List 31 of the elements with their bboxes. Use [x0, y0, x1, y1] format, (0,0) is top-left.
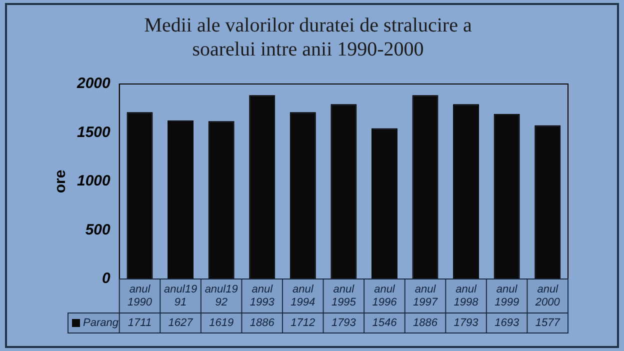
x-tick-label: anul 1998: [454, 284, 480, 309]
text: soarelui intre anii 1990-2000: [192, 38, 424, 60]
x-tick-label: anul 1996: [372, 284, 398, 309]
x-tick-label: anul 1993: [250, 284, 276, 309]
data-label: 1793: [454, 317, 480, 330]
data-label: 1577: [535, 317, 561, 330]
x-tick-label: anul1992: [204, 284, 238, 309]
x-tick-label: anul 1997: [413, 284, 438, 309]
y-tick-label: 1500: [76, 124, 112, 141]
x-tick-label: anul 1994: [290, 284, 316, 309]
x-tick-label: anul 1999: [494, 284, 520, 309]
data-label: 1546: [372, 317, 398, 330]
y-tick-label: 2000: [76, 75, 112, 92]
text: Medii ale valorilor duratei de stralucire a: [144, 14, 472, 36]
data-label: 1712: [290, 317, 316, 330]
x-tick-label: anul 2000: [534, 284, 561, 309]
data-label: 1886: [413, 317, 438, 330]
data-label: 1886: [250, 317, 276, 330]
x-tick-label: anul 1995: [331, 284, 357, 309]
y-tick-label: 0: [102, 270, 112, 288]
x-tick-label: anul 1990: [128, 284, 153, 309]
y-tick-label: 500: [85, 221, 112, 238]
y-axis-title: ore: [52, 170, 70, 194]
y-tick-label: 1000: [76, 172, 112, 190]
x-tick-label: anul1991: [164, 284, 198, 309]
legend-label: Parang: [83, 317, 120, 330]
data-label: 1693: [494, 317, 520, 330]
data-label: 1627: [168, 317, 194, 330]
data-label: 1711: [128, 317, 152, 330]
data-label: 1793: [331, 317, 357, 330]
data-label: 1619: [209, 317, 234, 330]
